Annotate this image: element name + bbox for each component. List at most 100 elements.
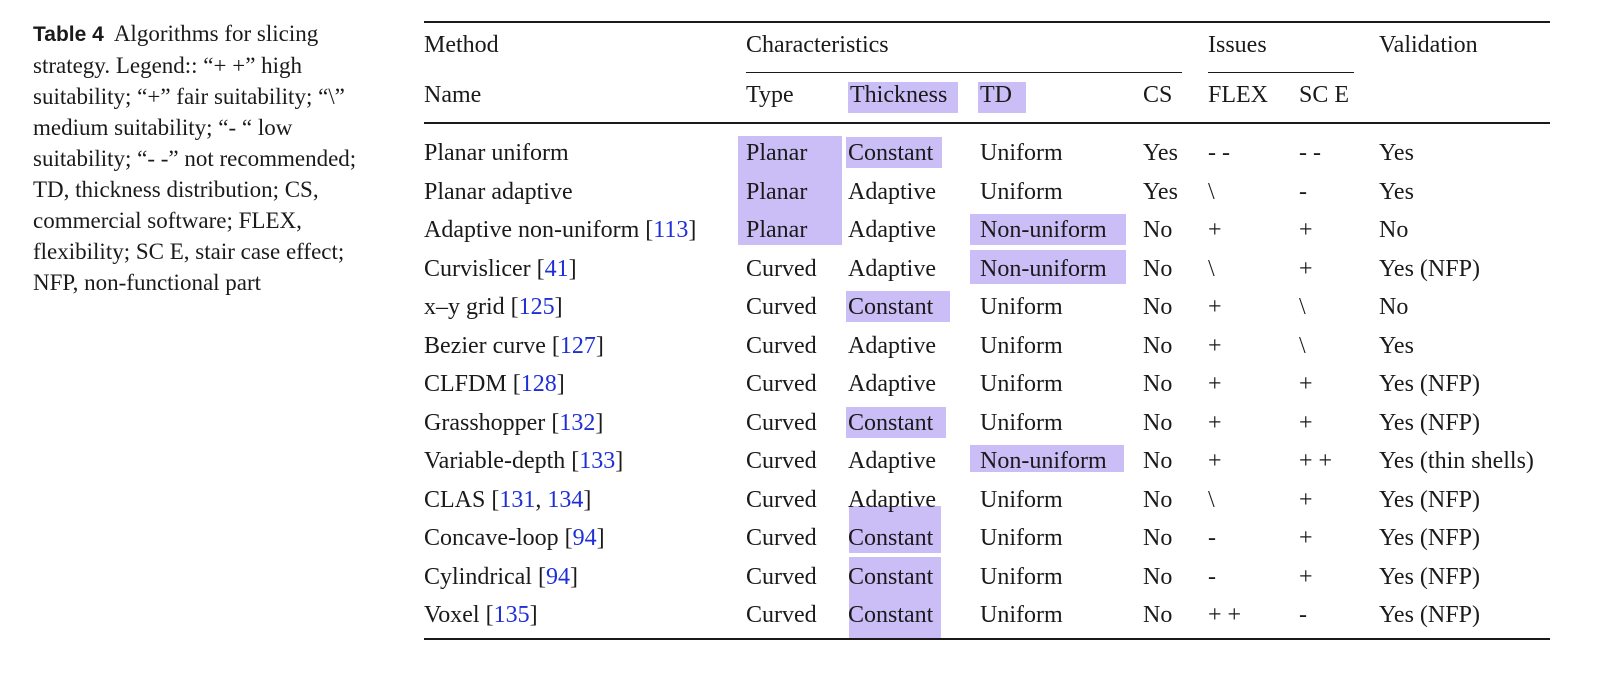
citation-link[interactable]: 125 xyxy=(518,294,555,320)
sce-cell: + xyxy=(1299,564,1313,590)
caption-text: Algorithms for slicing strategy. Legend:… xyxy=(33,21,357,295)
cs-cell: No xyxy=(1143,564,1173,590)
thickness-highlight xyxy=(846,291,950,322)
method-name: CLFDM xyxy=(424,371,507,397)
td-highlight xyxy=(970,250,1126,284)
td-cell: Non-uniform xyxy=(980,448,1107,474)
method-name-cell: Curvislicer [41] xyxy=(424,256,577,282)
citation-link[interactable]: 135 xyxy=(493,602,530,628)
top-rule xyxy=(424,21,1550,23)
citation-link[interactable]: 128 xyxy=(520,371,557,397)
thickness-cell: Adaptive xyxy=(848,179,936,205)
citation-link[interactable]: 94 xyxy=(545,564,570,590)
method-name: Curvislicer xyxy=(424,256,531,282)
td-cell: Uniform xyxy=(980,333,1063,359)
validation-cell: Yes (NFP) xyxy=(1379,256,1480,282)
type-cell: Curved xyxy=(746,487,817,513)
sce-cell: \ xyxy=(1299,333,1306,359)
cs-cell: No xyxy=(1143,448,1173,474)
cs-cell: Yes xyxy=(1143,179,1178,205)
method-name-cell: Planar uniform xyxy=(424,137,569,169)
thickness-highlight xyxy=(849,557,941,599)
citation-link[interactable]: 133 xyxy=(579,448,616,474)
method-name: Planar uniform xyxy=(424,140,569,166)
issues-rule xyxy=(1208,72,1354,73)
thickness-cell: Adaptive xyxy=(848,487,936,513)
citation-link[interactable]: 127 xyxy=(559,333,596,359)
td-highlight xyxy=(970,445,1124,472)
flex-cell: - xyxy=(1208,564,1216,590)
citation-link[interactable]: 113 xyxy=(653,217,689,243)
td-cell: Non-uniform xyxy=(980,256,1107,282)
thickness-highlight xyxy=(846,137,942,168)
sce-cell: + xyxy=(1299,410,1313,436)
cs-cell: No xyxy=(1143,487,1173,513)
header-bottom-rule xyxy=(424,122,1550,124)
citation-link[interactable]: 132 xyxy=(559,410,596,436)
sce-cell: - xyxy=(1299,602,1307,628)
td-cell: Uniform xyxy=(980,179,1063,205)
method-name-cell: Variable-depth [133] xyxy=(424,448,624,474)
td-cell: Uniform xyxy=(980,525,1063,551)
header-highlight-thickness xyxy=(848,82,958,113)
citation-link[interactable]: 41 xyxy=(544,256,569,282)
td-cell: Uniform xyxy=(980,410,1063,436)
sce-cell: - xyxy=(1299,179,1307,205)
method-name-cell: Bezier curve [127] xyxy=(424,333,604,359)
method-name: Planar adaptive xyxy=(424,179,573,205)
validation-cell: Yes (NFP) xyxy=(1379,371,1480,397)
citation-link[interactable]: 134 xyxy=(547,487,584,513)
method-name: x–y grid xyxy=(424,294,505,320)
type-cell: Curved xyxy=(746,564,817,590)
header-type: Type xyxy=(746,82,794,108)
cs-cell: No xyxy=(1143,333,1173,359)
type-cell: Planar xyxy=(746,217,808,243)
td-cell: Uniform xyxy=(980,487,1063,513)
type-cell: Curved xyxy=(746,410,817,436)
thickness-cell: Constant xyxy=(848,140,934,166)
header-highlight-td xyxy=(978,82,1026,113)
td-cell: Uniform xyxy=(980,140,1063,166)
table-label: Table 4 xyxy=(33,23,104,46)
method-name-cell: x–y grid [125] xyxy=(424,294,563,320)
flex-cell: - xyxy=(1208,525,1216,551)
citation-link[interactable]: 131 xyxy=(499,487,536,513)
type-cell: Planar xyxy=(746,179,808,205)
type-cell: Curved xyxy=(746,371,817,397)
td-cell: Uniform xyxy=(980,564,1063,590)
td-cell: Uniform xyxy=(980,602,1063,628)
method-name-cell: CLAS [131, 134] xyxy=(424,487,592,513)
header-thickness: Thickness xyxy=(850,82,948,108)
validation-cell: Yes (NFP) xyxy=(1379,525,1480,551)
validation-cell: No xyxy=(1379,294,1409,320)
thickness-highlight xyxy=(849,595,941,639)
td-highlight xyxy=(970,214,1126,245)
type-cell: Curved xyxy=(746,256,817,282)
thickness-cell: Adaptive xyxy=(848,217,936,243)
td-cell: Non-uniform xyxy=(980,217,1107,243)
method-name: Variable-depth xyxy=(424,448,566,474)
method-name-cell: Cylindrical [94] xyxy=(424,564,578,590)
sce-cell: + + xyxy=(1299,448,1333,474)
validation-cell: Yes xyxy=(1379,333,1414,359)
header-sce: SC E xyxy=(1299,82,1350,108)
validation-cell: Yes xyxy=(1379,179,1414,205)
cs-cell: No xyxy=(1143,256,1173,282)
thickness-cell: Constant xyxy=(848,525,934,551)
method-name: Voxel xyxy=(424,602,480,628)
flex-cell: + xyxy=(1208,448,1222,474)
method-name-cell: Concave-loop [94] xyxy=(424,525,605,551)
method-name: Cylindrical xyxy=(424,564,532,590)
thickness-cell: Constant xyxy=(848,602,934,628)
header-cs: CS xyxy=(1143,82,1173,108)
bottom-rule xyxy=(424,638,1550,640)
cs-cell: No xyxy=(1143,410,1173,436)
header-issues: Issues xyxy=(1208,32,1267,58)
flex-cell: \ xyxy=(1208,179,1215,205)
sce-cell: \ xyxy=(1299,294,1306,320)
flex-cell: - - xyxy=(1208,140,1230,166)
type-cell: Curved xyxy=(746,525,817,551)
type-cell: Curved xyxy=(746,602,817,628)
validation-cell: Yes (NFP) xyxy=(1379,410,1480,436)
citation-link[interactable]: 94 xyxy=(572,525,597,551)
